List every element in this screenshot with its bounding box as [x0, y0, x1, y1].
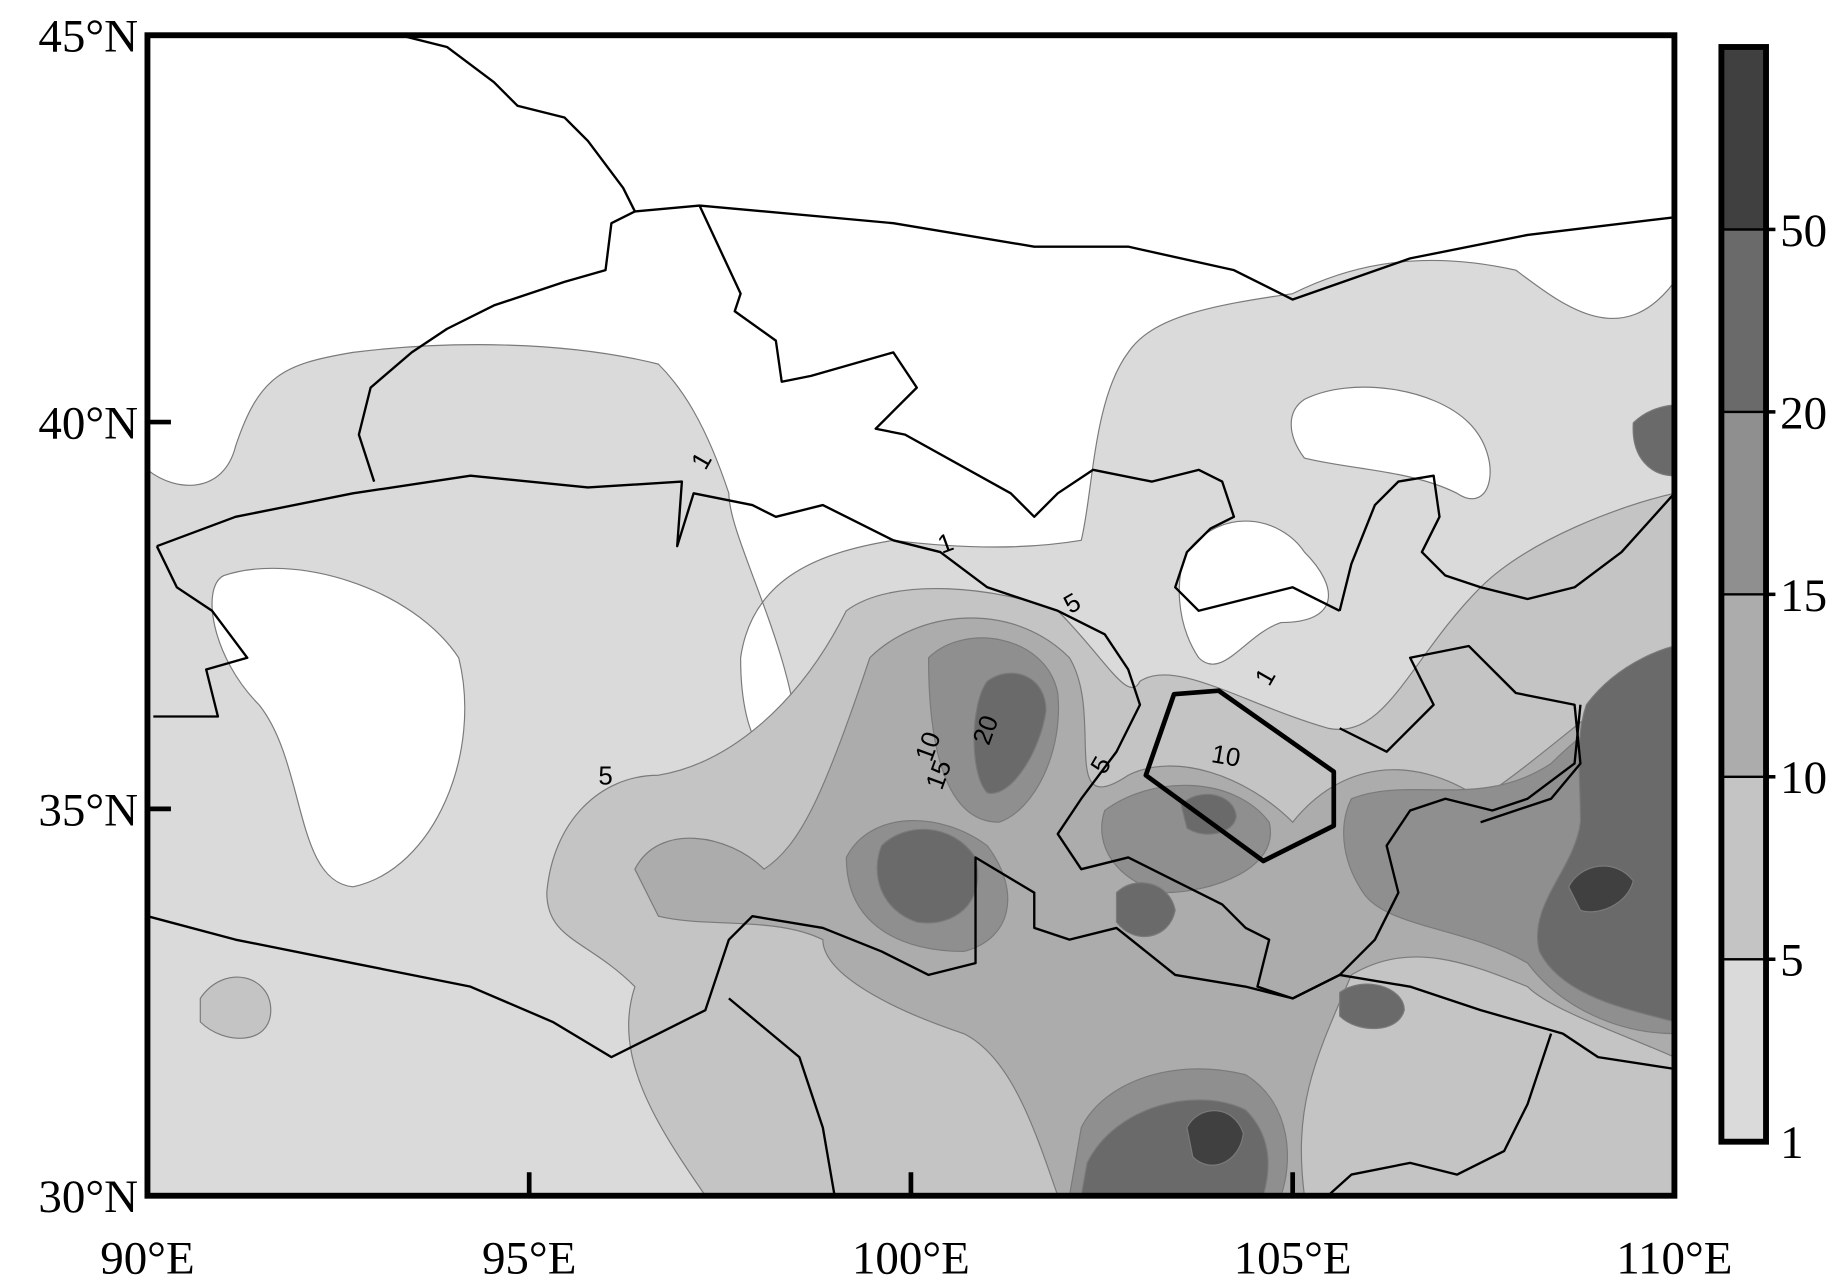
field-below-min [1290, 386, 1491, 500]
province-border [698, 205, 1341, 612]
colorbar-label: 20 [1780, 387, 1827, 439]
colorbar-swatch [1720, 228, 1768, 414]
x-tick-label: 105°E [1234, 1232, 1352, 1284]
field-level [1537, 645, 1675, 1023]
colorbar-swatch [1720, 410, 1768, 596]
study-region [1143, 688, 1337, 864]
field-level [199, 976, 272, 1039]
x-tick-label: 90°E [100, 1232, 194, 1284]
colorbar-swatch [1720, 45, 1768, 231]
colorbar-label: 50 [1780, 205, 1827, 257]
field-level [1339, 983, 1405, 1030]
province-border [1339, 973, 1675, 1071]
province-border [728, 997, 836, 1196]
province-border [634, 204, 1675, 301]
colorbar-label: 5 [1780, 935, 1803, 987]
contour-label: 10 [1209, 740, 1242, 773]
axes: 45°N 40°N 35°N 30°N 90°E 95°E 100°E 105°E 110°E [38, 11, 1732, 1285]
contour-fields [147, 35, 1675, 1196]
colorbar-swatch [1720, 775, 1768, 961]
colorbar-label: 15 [1780, 570, 1827, 622]
field-level [1115, 882, 1176, 938]
x-tick-label: 95°E [482, 1232, 576, 1284]
field-level [1186, 1110, 1244, 1166]
colorbar-swatch [1720, 958, 1768, 1143]
province-border [1338, 474, 1675, 612]
field-below-min [1178, 520, 1329, 665]
colorbar-label: 1 [1780, 1117, 1803, 1169]
field-level [876, 828, 979, 924]
field-below-min [147, 35, 1675, 767]
province-border [1339, 644, 1582, 824]
contour-label: 5 [598, 762, 612, 790]
field-below-min [211, 567, 466, 888]
field-level [1568, 865, 1634, 913]
colorbar-swatch [1720, 593, 1768, 778]
province-border [357, 35, 637, 482]
field-level [973, 672, 1047, 794]
field-level [1180, 793, 1237, 835]
province-border [156, 474, 1582, 1000]
province-border [147, 856, 1341, 1059]
y-tick-label: 45°N [38, 11, 138, 63]
colorbar-label: 10 [1780, 752, 1827, 804]
y-tick-label: 40°N [38, 398, 138, 450]
y-tick-label: 30°N [38, 1171, 138, 1223]
x-tick-label: 100°E [852, 1232, 970, 1284]
province-border [1327, 1033, 1553, 1196]
province-border [153, 545, 249, 718]
boundaries [147, 35, 1675, 1196]
x-tick-label: 110°E [1616, 1232, 1732, 1284]
y-tick-label: 35°N [38, 784, 138, 836]
